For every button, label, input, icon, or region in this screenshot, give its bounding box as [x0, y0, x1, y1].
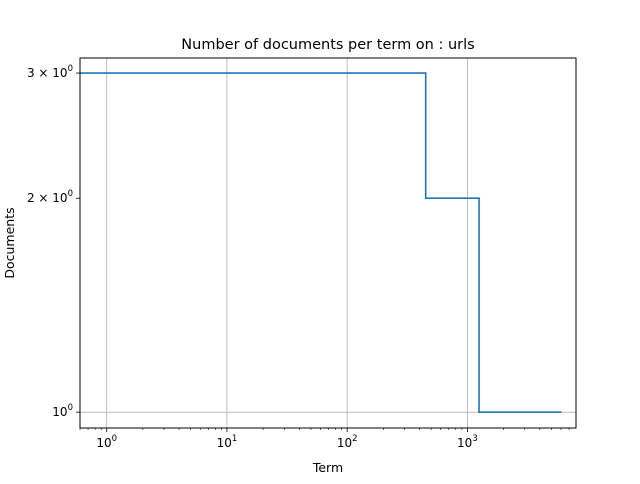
y-tick-label: 100 [52, 403, 73, 419]
data-point [424, 72, 427, 74]
x-axis-label: Term [312, 460, 343, 475]
data-point [478, 197, 480, 200]
data-point [424, 197, 427, 200]
x-axis-ticks: 100 101 102 103 [79, 428, 570, 450]
x-tick-label: 102 [337, 434, 358, 450]
grid [80, 58, 576, 428]
y-tick-label: 3 × 100 [27, 64, 73, 80]
x-tick-label: 100 [96, 434, 117, 450]
series-line [80, 72, 561, 413]
axes-frame [79, 57, 577, 429]
chart-title: Number of documents per term on : urls [181, 37, 474, 53]
x-tick-label: 101 [217, 434, 238, 450]
y-axis-label: Documents [2, 207, 17, 278]
data-point [478, 411, 480, 413]
data-point [560, 411, 562, 413]
y-tick-label: 2 × 100 [27, 189, 73, 205]
series-layer [79, 72, 562, 413]
y-axis-ticks: 100 2 × 100 3 × 100 [27, 64, 80, 419]
x-tick-label: 103 [457, 434, 478, 450]
